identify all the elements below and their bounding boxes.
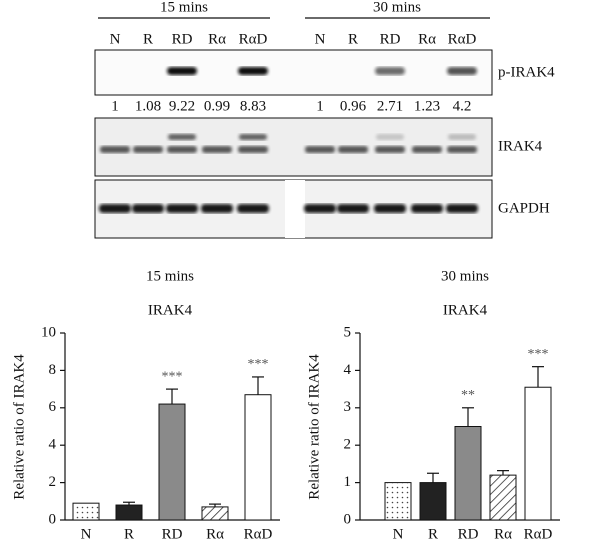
ratio-label: 1.23 <box>414 98 440 114</box>
ratio-label: 0.96 <box>340 98 367 114</box>
band <box>202 146 232 153</box>
y-tick-label: 4 <box>344 362 352 378</box>
row-label: p-IRAK4 <box>498 64 555 80</box>
bar <box>384 482 412 521</box>
band <box>338 146 368 153</box>
ratio-label: 9.22 <box>169 98 195 114</box>
band <box>446 204 478 213</box>
band <box>239 134 267 140</box>
y-tick-label: 0 <box>49 511 57 527</box>
y-tick-label: 3 <box>344 399 352 415</box>
y-tick-label: 4 <box>49 437 57 453</box>
annotation: ** <box>461 388 475 403</box>
x-tick-label: Rα <box>494 526 512 542</box>
chart-subtitle: IRAK4 <box>148 302 193 318</box>
y-tick-label: 5 <box>344 324 352 340</box>
y-tick-label: 1 <box>344 474 352 490</box>
lane-label: RαD <box>448 31 477 47</box>
x-tick-label: Rα <box>206 526 224 542</box>
lane-label: R <box>143 31 153 47</box>
x-tick-label: N <box>393 526 404 542</box>
band <box>412 146 442 153</box>
chart-title: 15 mins <box>146 268 194 284</box>
bar <box>115 504 143 521</box>
band <box>448 134 476 140</box>
bar <box>489 474 517 521</box>
x-tick-label: RαD <box>244 526 273 542</box>
group-label: 30 mins <box>373 0 421 15</box>
band <box>168 134 196 140</box>
y-tick-label: 10 <box>41 324 56 340</box>
blot-gap <box>285 180 305 238</box>
y-axis-label: Relative ratio of IRAK4 <box>306 354 322 500</box>
band <box>132 204 164 213</box>
ratio-label: 1 <box>111 98 119 114</box>
x-tick-label: RD <box>458 526 479 542</box>
lane-label: Rα <box>208 31 226 47</box>
lane-label: N <box>110 31 121 47</box>
bar <box>201 506 229 521</box>
group-label: 15 mins <box>160 0 208 15</box>
ratio-label: 8.83 <box>240 98 266 114</box>
bar <box>524 386 552 521</box>
band <box>238 146 268 153</box>
row-label: IRAK4 <box>498 138 543 154</box>
row-label: GAPDH <box>498 200 550 216</box>
ratio-label: 0.99 <box>204 98 230 114</box>
band <box>304 204 336 213</box>
band <box>100 146 130 153</box>
x-tick-label: N <box>81 526 92 542</box>
band <box>167 67 197 75</box>
band <box>376 134 404 140</box>
y-tick-label: 8 <box>49 362 57 378</box>
y-tick-label: 2 <box>344 437 352 453</box>
bar <box>454 426 482 521</box>
lane-label: RαD <box>239 31 268 47</box>
chart-subtitle: IRAK4 <box>443 302 488 318</box>
y-tick-label: 0 <box>344 511 352 527</box>
band <box>411 204 443 213</box>
band <box>447 146 477 153</box>
band <box>238 67 268 75</box>
annotation: *** <box>162 369 183 384</box>
band <box>167 146 197 153</box>
bar <box>419 482 447 521</box>
bar <box>244 394 272 521</box>
lane-label: RD <box>172 31 193 47</box>
y-axis-label: Relative ratio of IRAK4 <box>11 354 27 500</box>
band <box>99 204 131 213</box>
annotation: *** <box>248 357 269 372</box>
lane-label: RD <box>380 31 401 47</box>
lane-label: N <box>315 31 326 47</box>
lane-label: Rα <box>418 31 436 47</box>
ratio-label: 1.08 <box>135 98 161 114</box>
x-tick-label: RD <box>162 526 183 542</box>
ratio-label: 4.2 <box>453 98 472 114</box>
band <box>237 204 269 213</box>
x-tick-label: R <box>428 526 438 542</box>
band <box>374 204 406 213</box>
blot-panel <box>94 49 493 96</box>
band <box>201 204 233 213</box>
x-tick-label: RαD <box>524 526 553 542</box>
y-tick-label: 6 <box>49 399 57 415</box>
ratio-label: 1 <box>316 98 324 114</box>
chart-title: 30 mins <box>441 268 489 284</box>
bar <box>72 502 100 521</box>
band <box>305 146 335 153</box>
bar <box>158 403 186 521</box>
ratio-label: 2.71 <box>377 98 403 114</box>
band <box>337 204 369 213</box>
band <box>375 146 405 153</box>
band <box>447 67 477 75</box>
band <box>166 204 198 213</box>
x-tick-label: R <box>124 526 134 542</box>
lane-label: R <box>348 31 358 47</box>
annotation: *** <box>528 347 549 362</box>
band <box>133 146 163 153</box>
y-tick-label: 2 <box>49 474 57 490</box>
band <box>375 67 405 75</box>
